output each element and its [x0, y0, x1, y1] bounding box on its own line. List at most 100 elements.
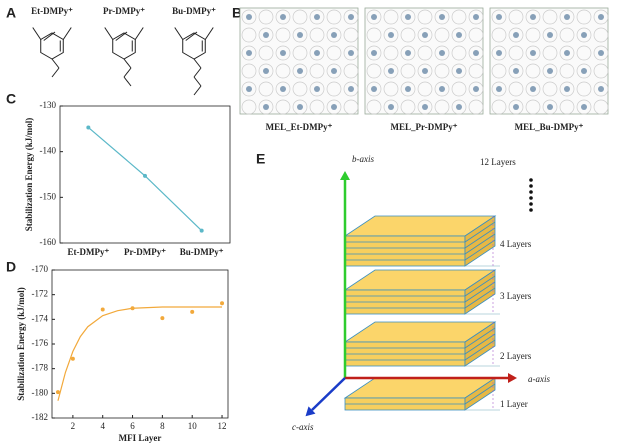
framework-ring — [576, 45, 592, 61]
framework-ring — [559, 81, 575, 97]
guest-molecule — [547, 68, 553, 74]
framework-ring — [241, 45, 257, 61]
guest-molecule — [371, 14, 377, 20]
alkyl-chain — [51, 58, 60, 69]
framework-ring — [400, 45, 416, 61]
framework-ring — [309, 9, 325, 25]
framework-ring — [542, 9, 558, 25]
framework-ring — [309, 27, 325, 43]
framework-ring — [468, 63, 484, 79]
guest-molecule — [530, 50, 536, 56]
point — [100, 307, 105, 312]
guest-molecule — [473, 50, 479, 56]
framework-ring — [434, 63, 450, 79]
ellipsis-dot — [529, 196, 533, 200]
framework-ring — [343, 45, 359, 61]
layer-line — [464, 233, 496, 255]
framework-ring — [309, 63, 325, 79]
point — [220, 301, 225, 306]
framework-ring — [593, 45, 609, 61]
axis-label: a-axis — [528, 374, 550, 384]
framework-ring — [400, 99, 416, 115]
framework-ring — [309, 99, 325, 115]
c-axis-arrow — [311, 377, 346, 411]
framework-ring — [451, 63, 467, 79]
image-label: MEL_Bu-DMPy⁺ — [515, 122, 584, 132]
alkyl-chain — [193, 85, 202, 96]
plot-frame — [51, 269, 229, 419]
guest-molecule — [246, 14, 252, 20]
framework-ring — [434, 81, 450, 97]
guest-molecule — [314, 14, 320, 20]
guest-molecule — [371, 50, 377, 56]
guest-molecule — [473, 86, 479, 92]
guest-molecule — [598, 14, 604, 20]
guest-molecule — [405, 86, 411, 92]
framework-ring — [275, 63, 291, 79]
framework-ring — [576, 63, 592, 79]
guest-molecule — [564, 14, 570, 20]
alkyl-chain — [51, 67, 60, 78]
framework-ring — [576, 81, 592, 97]
methyl — [32, 27, 42, 40]
framework-ring — [559, 9, 575, 25]
framework-ring — [593, 99, 609, 115]
guest-molecule — [331, 68, 337, 74]
ellipsis-dot — [529, 184, 533, 188]
framework-ring — [417, 81, 433, 97]
layer-label: 12 Layers — [480, 157, 516, 167]
framework-ring — [451, 27, 467, 43]
framework-ring — [417, 99, 433, 115]
framework-ring — [468, 45, 484, 61]
framework-ring — [525, 9, 541, 25]
guest-molecule — [371, 86, 377, 92]
axis-label: c-axis — [292, 422, 314, 432]
framework-ring — [593, 27, 609, 43]
framework-ring — [417, 9, 433, 25]
methyl — [134, 27, 144, 40]
framework-ring — [559, 27, 575, 43]
guest-molecule — [581, 104, 587, 110]
guest-molecule — [314, 86, 320, 92]
x-axis-label: MFI Layer — [119, 433, 162, 443]
layer-line — [464, 327, 496, 349]
panel-letter: E — [256, 151, 265, 167]
axis-label: b-axis — [352, 154, 374, 164]
framework-ring — [343, 81, 359, 97]
framework-ring — [292, 27, 308, 43]
guest-molecule — [496, 50, 502, 56]
guest-molecule — [598, 86, 604, 92]
framework-ring — [508, 81, 524, 97]
c-axis-arrow-head — [305, 406, 316, 417]
a-axis-arrow-head — [508, 373, 517, 383]
framework-ring — [400, 27, 416, 43]
framework-ring — [366, 9, 382, 25]
y-axis-label: Stabilization Energy (kJ/mol) — [16, 287, 26, 401]
x-tick-label: 12 — [218, 421, 227, 431]
alkyl-chain — [193, 58, 202, 69]
framework-ring — [383, 81, 399, 97]
framework-ring — [491, 63, 507, 79]
layer-line — [464, 333, 496, 355]
layer-line — [464, 281, 496, 303]
y-tick-label: -178 — [32, 363, 49, 373]
framework-ring — [258, 63, 274, 79]
layer-label: 3 Layers — [500, 291, 532, 301]
framework-ring — [593, 63, 609, 79]
ring — [40, 32, 64, 60]
methyl — [104, 27, 114, 40]
alkyl-chain — [123, 67, 132, 78]
framework-ring — [542, 27, 558, 43]
image-label: MEL_Et-DMPy⁺ — [266, 122, 333, 132]
framework-ring — [258, 45, 274, 61]
guest-molecule — [564, 50, 570, 56]
guest-molecule — [513, 68, 519, 74]
guest-molecule — [456, 32, 462, 38]
framework-ring — [275, 9, 291, 25]
ring — [112, 32, 136, 60]
point — [190, 309, 195, 314]
guest-molecule — [280, 14, 286, 20]
guest-molecule — [348, 86, 354, 92]
framework-ring — [275, 99, 291, 115]
x-tick-label: Pr-DMPy⁺ — [124, 247, 166, 257]
